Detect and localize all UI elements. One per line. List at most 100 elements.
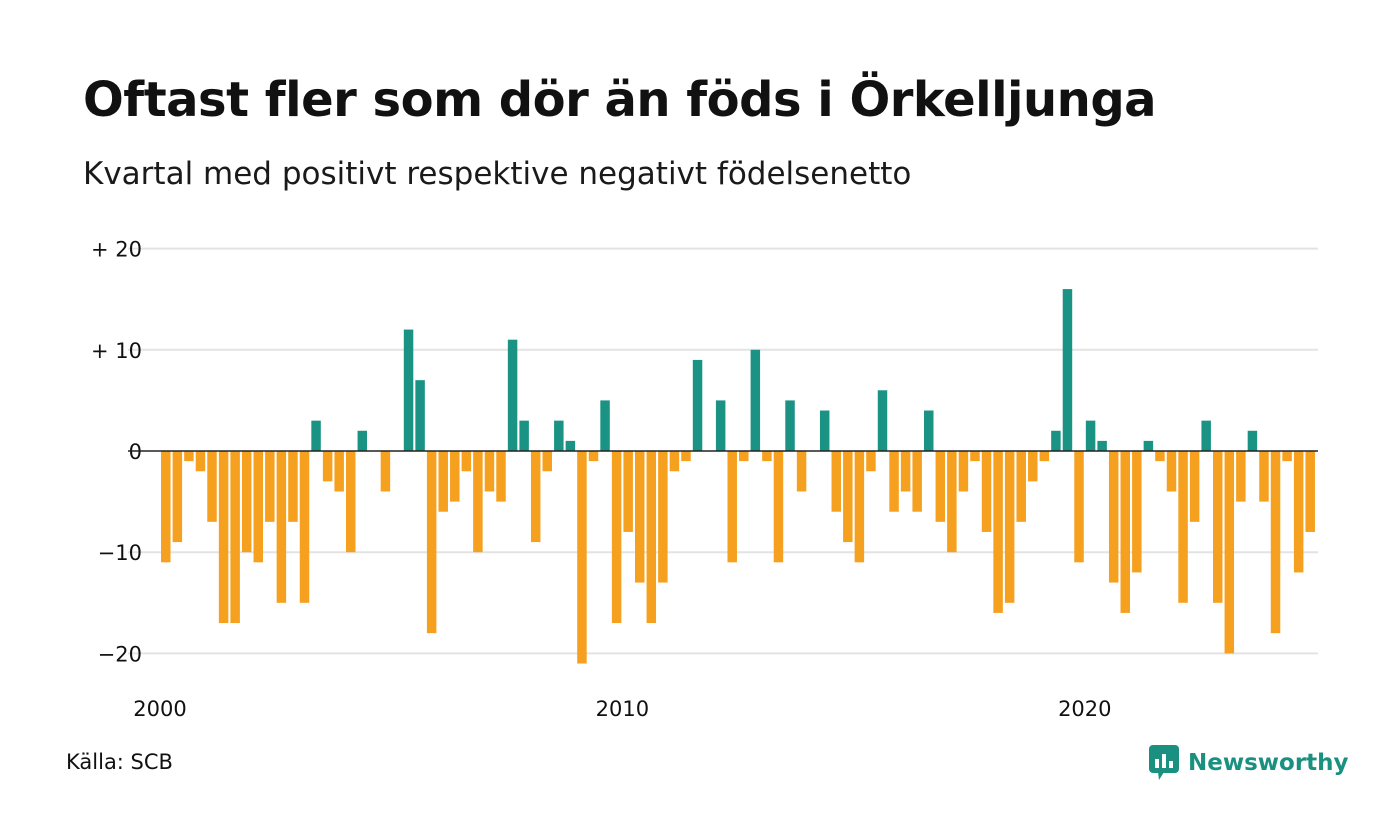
bar-negative xyxy=(669,451,680,472)
bar-negative xyxy=(346,451,356,553)
bar-negative xyxy=(773,451,784,563)
y-tick-label: −10 xyxy=(98,541,142,565)
bar-negative xyxy=(947,451,957,553)
newsworthy-logo-icon xyxy=(1149,745,1179,780)
bar-negative xyxy=(646,451,657,624)
bar-negative xyxy=(889,451,899,512)
bar-negative xyxy=(450,451,460,502)
y-tick-label: + 10 xyxy=(91,339,142,363)
bar-positive xyxy=(507,339,518,451)
bar-negative xyxy=(831,451,841,512)
y-tick-label: + 20 xyxy=(91,238,142,262)
bar-positive xyxy=(1085,420,1096,451)
x-axis-tick-labels: 2000 2010 2020 xyxy=(133,697,1111,721)
bar-negative xyxy=(866,451,876,472)
bar-negative xyxy=(1155,451,1165,462)
bar-positive xyxy=(877,390,888,451)
bar-negative xyxy=(380,451,391,492)
bar-negative xyxy=(334,451,344,492)
bar-negative xyxy=(1108,451,1119,583)
bar-negative xyxy=(681,451,691,462)
bar-negative xyxy=(1213,451,1223,603)
bar-negative xyxy=(577,451,587,664)
y-tick-label: −20 xyxy=(98,642,142,666)
bar-negative xyxy=(796,451,807,492)
chart-subtitle: Kvartal med positivt respektive negativt… xyxy=(83,156,912,192)
x-tick-label: 2020 xyxy=(1058,697,1111,721)
x-tick-label: 2000 xyxy=(133,697,186,721)
bar-negative xyxy=(172,451,183,543)
bar-positive xyxy=(519,420,529,451)
bar-negative xyxy=(438,451,448,512)
bar-negative xyxy=(1028,451,1038,482)
bar-negative xyxy=(727,451,737,563)
bar-negative xyxy=(184,451,194,462)
bar-chart: + 20 + 10 0 −10 −20 2000 2010 2020 xyxy=(91,238,1318,721)
bar-positive xyxy=(311,420,321,451)
bar-negative xyxy=(935,451,946,522)
bar-positive xyxy=(785,400,795,451)
bar-positive xyxy=(1201,420,1211,451)
bar-negative xyxy=(958,451,969,492)
chart-title: Oftast fler som dör än föds i Örkelljung… xyxy=(83,72,1157,128)
bar-negative xyxy=(241,451,252,553)
bars xyxy=(161,289,1315,664)
bar-negative xyxy=(1224,451,1235,654)
bar-negative xyxy=(207,451,217,522)
bar-negative xyxy=(854,451,865,563)
bar-negative xyxy=(1259,451,1269,502)
bar-negative xyxy=(426,451,437,634)
bar-negative xyxy=(900,451,911,492)
bar-negative xyxy=(843,451,853,543)
bar-positive xyxy=(1062,289,1073,451)
bar-negative xyxy=(635,451,645,583)
bar-negative xyxy=(658,451,668,583)
bar-negative xyxy=(1166,451,1177,492)
bar-positive xyxy=(1143,440,1154,451)
bar-positive xyxy=(403,329,414,451)
bar-negative xyxy=(542,451,552,472)
bar-negative xyxy=(1016,451,1026,522)
bar-negative xyxy=(1132,451,1142,573)
bar-negative xyxy=(1039,451,1050,462)
bar-negative xyxy=(1120,451,1130,613)
bar-negative xyxy=(1270,451,1281,634)
brand-logo: Newsworthy xyxy=(1148,743,1349,783)
bar-negative xyxy=(276,451,287,603)
source-note: Källa: SCB xyxy=(66,750,173,774)
bar-positive xyxy=(1247,430,1258,451)
bar-positive xyxy=(600,400,610,451)
bar-positive xyxy=(924,410,934,451)
bar-negative xyxy=(739,451,749,462)
bar-negative xyxy=(1074,451,1084,563)
y-tick-label: 0 xyxy=(129,440,142,464)
bar-negative xyxy=(1305,451,1315,532)
bar-negative xyxy=(195,451,206,472)
bar-negative xyxy=(1282,451,1292,462)
bar-negative xyxy=(993,451,1003,613)
bar-negative xyxy=(762,451,772,462)
bar-negative xyxy=(230,451,240,624)
bar-negative xyxy=(265,451,275,522)
y-axis-tick-labels: + 20 + 10 0 −10 −20 xyxy=(91,238,142,667)
bar-positive xyxy=(357,430,368,451)
bar-negative xyxy=(588,451,599,462)
bar-negative xyxy=(611,451,622,624)
bar-negative xyxy=(288,451,298,522)
bar-negative xyxy=(322,451,333,482)
bar-negative xyxy=(218,451,229,624)
bar-positive xyxy=(715,400,726,451)
bar-positive xyxy=(750,349,761,451)
bar-positive xyxy=(565,440,576,451)
bar-negative xyxy=(912,451,922,512)
bar-negative xyxy=(981,451,992,532)
x-tick-label: 2010 xyxy=(596,697,649,721)
bar-negative xyxy=(1293,451,1304,573)
bar-negative xyxy=(496,451,506,502)
bar-negative xyxy=(161,451,171,563)
bar-negative xyxy=(461,451,472,472)
bar-negative xyxy=(299,451,310,603)
bar-negative xyxy=(253,451,263,563)
bar-positive xyxy=(1051,430,1061,451)
bar-negative xyxy=(623,451,633,532)
